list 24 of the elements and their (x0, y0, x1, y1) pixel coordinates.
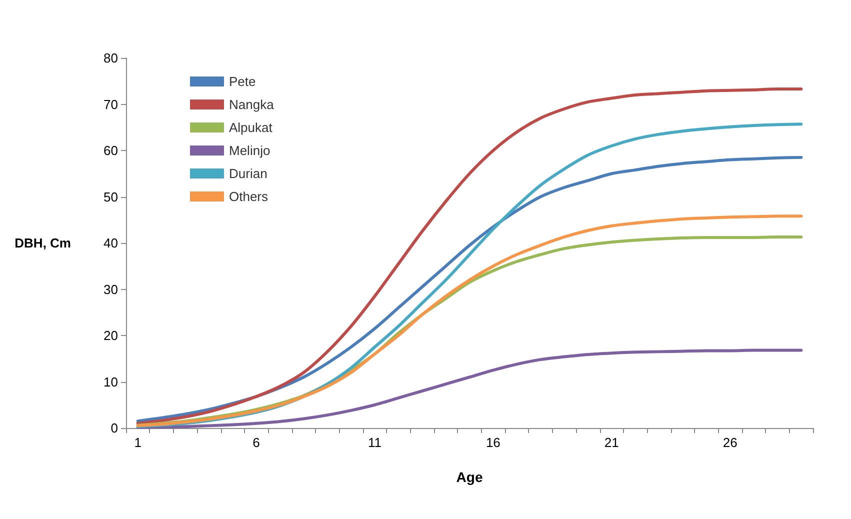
y-tick-label: 10 (104, 374, 118, 390)
legend-label: Nangka (229, 97, 275, 112)
line-series (136, 348, 803, 430)
y-tick-label: 20 (104, 328, 118, 343)
x-axis-title: Age (456, 469, 483, 485)
x-tick-label: 1 (134, 435, 142, 450)
x-tick-label: 21 (604, 435, 619, 450)
y-tick-label: 40 (104, 236, 118, 250)
y-tick-label: 70 (104, 96, 118, 112)
y-axis-title: DBH, Cm (14, 236, 71, 250)
y-tick-label: 30 (104, 282, 118, 297)
y-tick-label: 60 (104, 143, 118, 158)
legend-label: Durian (229, 166, 268, 181)
legend-label: Pete (229, 74, 256, 89)
x-tick-label: 6 (252, 435, 260, 450)
x-tick-label: 16 (486, 435, 500, 450)
legend-label: Others (229, 189, 269, 204)
legend-label: Melinjo (229, 143, 270, 158)
legend-label: Alpukat (229, 120, 273, 135)
x-tick-label: 26 (722, 435, 738, 450)
y-tick-label: 80 (104, 50, 118, 66)
y-tick-label: 0 (110, 420, 118, 436)
x-tick-label: 11 (368, 435, 382, 450)
y-tick-label: 50 (104, 189, 118, 204)
